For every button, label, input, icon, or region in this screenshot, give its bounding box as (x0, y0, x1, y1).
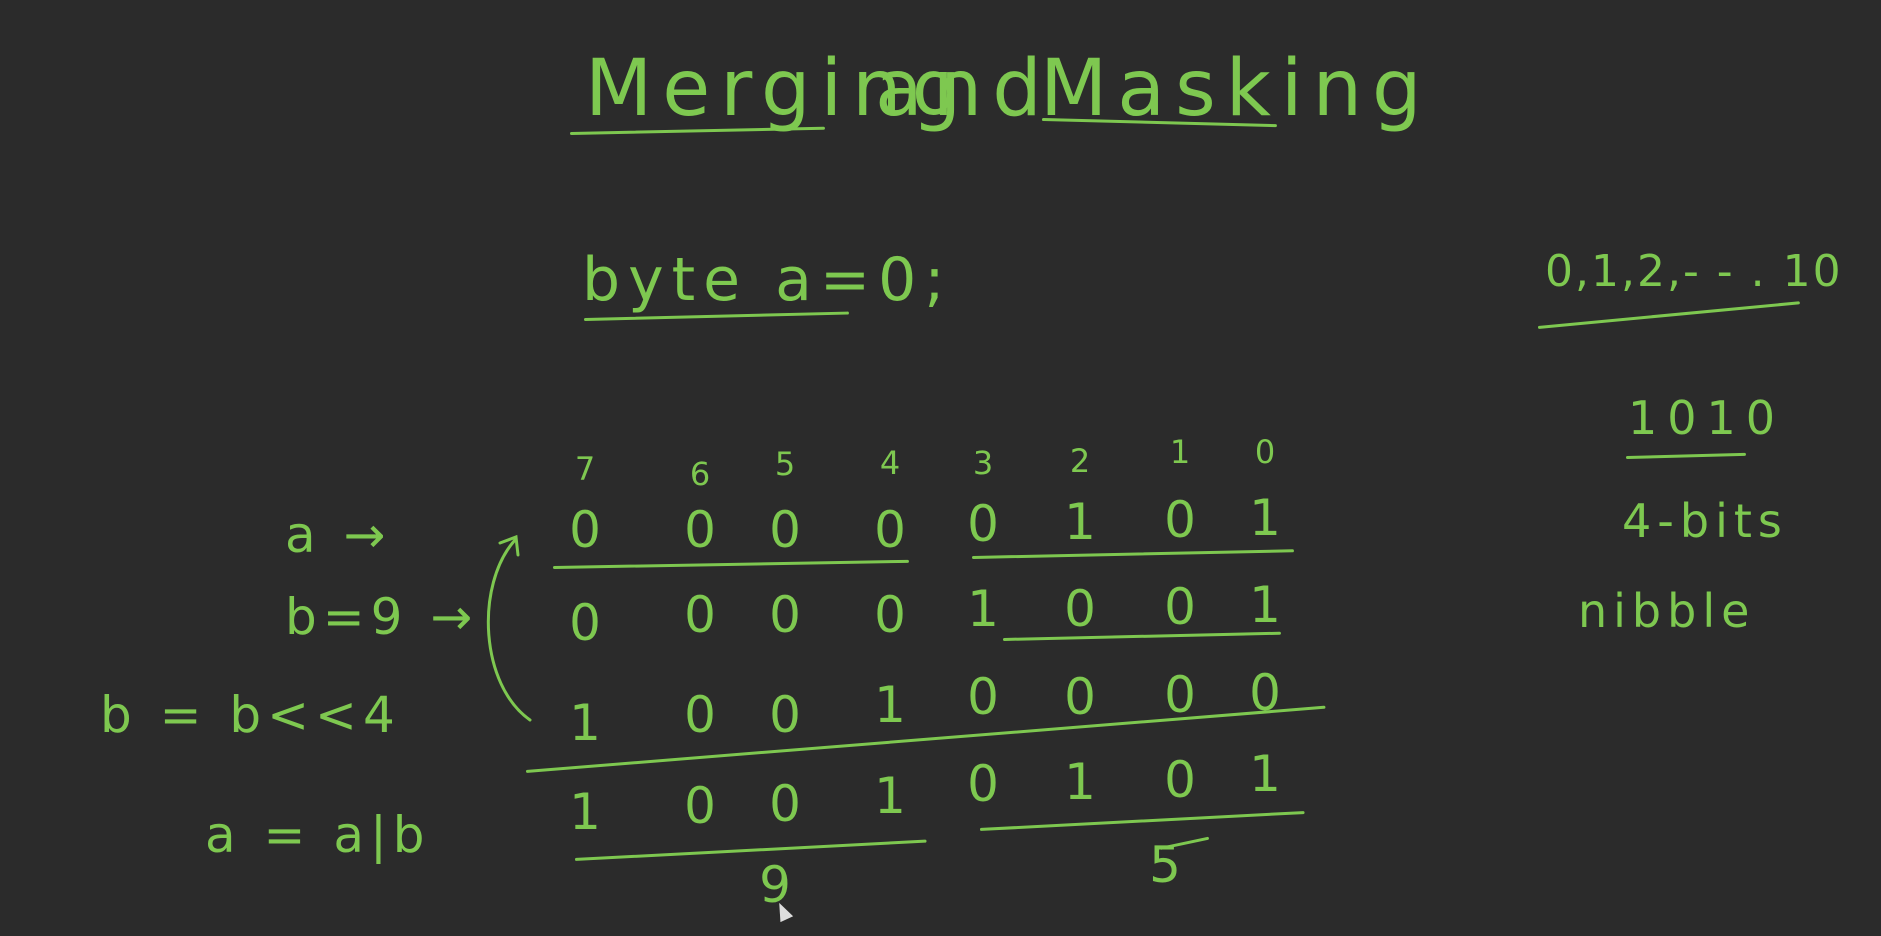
row-a-bit-6: 0 (684, 501, 716, 559)
result-low-underline (979, 810, 1305, 831)
note-binary-underline (1625, 452, 1746, 459)
row-result-bit-3: 0 (967, 755, 999, 813)
row-result-bit-0: 1 (1249, 745, 1281, 803)
row-label-a: a → (285, 506, 392, 564)
bit-index-1: 1 (1169, 433, 1191, 471)
title-and: and (875, 44, 1052, 134)
note-range: 0,1,2,- - . 10 (1545, 246, 1843, 297)
row-result-bit-2: 1 (1064, 753, 1096, 811)
result-separator-line (525, 705, 1326, 773)
row-a-high-underline (552, 559, 909, 569)
row-label-or: a = a|b (205, 806, 431, 864)
row-label-b: b=9 → (285, 588, 479, 646)
row-a-bit-0: 1 (1249, 489, 1281, 547)
note-range-underline (1537, 301, 1800, 329)
low-nibble-value: 5 (1149, 836, 1181, 894)
note-binary: 1010 (1628, 391, 1786, 445)
row-b-low-underline (1002, 631, 1281, 641)
title-masking: Masking (1040, 44, 1432, 134)
row-a-low-underline (971, 549, 1294, 559)
bit-index-0: 0 (1254, 433, 1276, 471)
row-result-bit-6: 0 (684, 777, 716, 835)
row-a-bit-1: 0 (1164, 491, 1196, 549)
title-merging: Merging (585, 44, 972, 134)
bit-index-4: 4 (879, 444, 901, 482)
bit-index-6: 6 (689, 455, 711, 493)
row-result-bit-5: 0 (769, 775, 801, 833)
row-shifted-bit-4: 1 (874, 676, 906, 734)
row-label-shift: b = b<<4 (100, 686, 401, 744)
row-a-bit-4: 0 (874, 501, 906, 559)
bit-index-2: 2 (1069, 442, 1091, 480)
row-b-bit-2: 0 (1064, 580, 1096, 638)
row-shifted-bit-1: 0 (1164, 666, 1196, 724)
row-a-bit-3: 0 (967, 495, 999, 553)
bit-index-3: 3 (972, 444, 994, 482)
row-result-bit-7: 1 (569, 783, 601, 841)
row-b-bit-1: 0 (1164, 578, 1196, 636)
row-b-bit-7: 0 (569, 594, 601, 652)
row-shifted-bit-6: 0 (684, 686, 716, 744)
bit-index-7: 7 (574, 450, 596, 488)
row-b-bit-3: 1 (967, 580, 999, 638)
row-b-bit-0: 1 (1249, 576, 1281, 634)
row-b-bit-6: 0 (684, 586, 716, 644)
row-b-bit-5: 0 (769, 586, 801, 644)
row-a-bit-2: 1 (1064, 493, 1096, 551)
row-b-bit-4: 0 (874, 586, 906, 644)
row-a-bit-5: 0 (769, 501, 801, 559)
note-four-bits: 4-bits (1622, 494, 1788, 548)
row-shifted-bit-2: 0 (1064, 668, 1096, 726)
row-a-bit-7: 0 (569, 501, 601, 559)
declaration-text: byte a=0; (582, 245, 953, 315)
row-shifted-bit-7: 1 (569, 694, 601, 752)
result-high-underline (574, 839, 927, 861)
row-result-bit-1: 0 (1164, 751, 1196, 809)
row-shifted-bit-3: 0 (967, 668, 999, 726)
note-nibble: nibble (1578, 584, 1756, 638)
row-result-bit-4: 1 (874, 767, 906, 825)
high-nibble-value: 9 (759, 856, 791, 914)
bit-index-5: 5 (774, 445, 796, 483)
bracket-arrow-icon (486, 534, 532, 722)
row-shifted-bit-5: 0 (769, 686, 801, 744)
